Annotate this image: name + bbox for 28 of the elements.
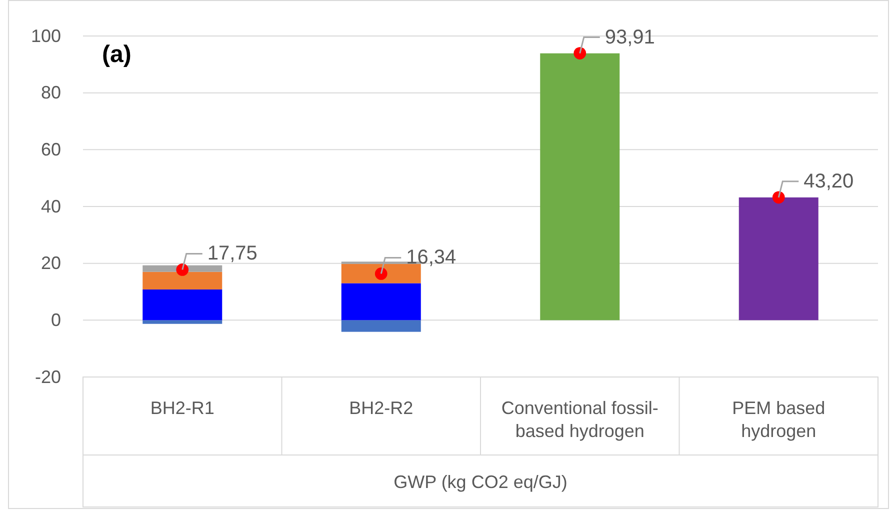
- y-tick-label: 60: [40, 139, 61, 160]
- point: [574, 47, 586, 60]
- y-tick-label: -20: [34, 366, 61, 387]
- y-tick-label: 0: [50, 310, 61, 330]
- bar: [341, 320, 421, 332]
- data-label: 16,34: [406, 246, 456, 269]
- y-tick-label: 40: [40, 196, 61, 216]
- data-label: 93,91: [604, 26, 655, 48]
- data-label: 43,20: [804, 170, 854, 192]
- bar: [341, 283, 421, 320]
- bar: [142, 320, 222, 324]
- y-tick-label: 20: [40, 253, 61, 274]
- x-tick-label: PEM based hydrogen: [732, 398, 826, 441]
- annotation: (a): [102, 41, 132, 68]
- x-tick-label: BH2-R2: [349, 398, 414, 418]
- bar: [540, 53, 620, 320]
- x-tick-label: Conventional fossil-based hydrogen: [501, 398, 658, 441]
- point: [176, 264, 189, 276]
- point: [374, 268, 388, 280]
- x-tick-label: BH2-R1: [150, 398, 214, 418]
- bar: [142, 272, 222, 290]
- x-axis-title: GWP (kg CO2 eq/GJ): [394, 472, 568, 492]
- bar: [142, 289, 222, 320]
- point: [772, 191, 785, 204]
- bar: [738, 197, 818, 320]
- y-tick-label: 80: [40, 82, 61, 103]
- y-tick-label: 100: [30, 26, 61, 46]
- data-label: 17,75: [207, 242, 258, 265]
